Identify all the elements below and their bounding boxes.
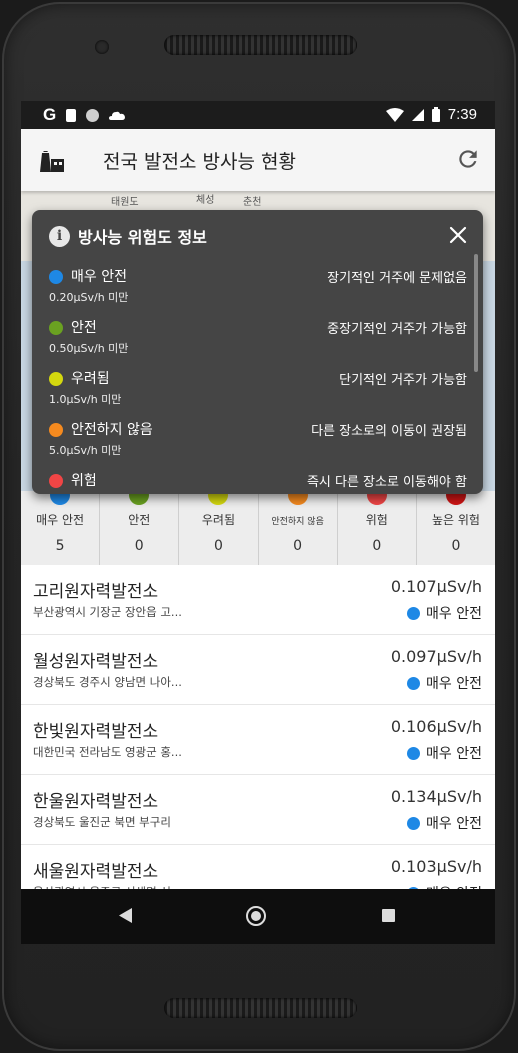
radiation-value: 0.097μSv/h <box>390 647 482 666</box>
plant-list-item[interactable]: 월성원자력발전소 경상북도 경주시 양남면 나아... 0.097μSv/h 매… <box>21 635 495 705</box>
plant-list-item[interactable]: 고리원자력발전소 부산광역시 기장군 장안읍 고... 0.107μSv/h 매… <box>21 565 495 635</box>
risk-info-dialog: i 방사능 위험도 정보 매우 안전 0.20μSv/h 미만 장기적인 거주에… <box>32 210 483 494</box>
plant-address: 부산광역시 기장군 장안읍 고... <box>33 605 182 619</box>
level-count: 0 <box>293 538 303 554</box>
level-name: 안전하지 않음 <box>271 517 324 527</box>
level-count: 0 <box>451 538 461 554</box>
plant-list-item[interactable]: 한울원자력발전소 경상북도 울진군 북면 부구리 0.134μSv/h 매우 안… <box>21 775 495 845</box>
risk-level-name: 매우 안전 <box>71 269 127 285</box>
risk-level-limit: 0.50μSv/h 미만 <box>49 342 129 355</box>
map-label: 춘천 <box>243 197 262 208</box>
notification-dot-icon <box>86 108 100 122</box>
plant-name: 한빛원자력발전소 <box>33 722 159 742</box>
risk-level-description: 단기적인 거주가 가능함 <box>339 373 467 388</box>
risk-color-dot <box>49 423 63 437</box>
status-bar: G 7:39 <box>21 101 495 129</box>
map-label: 태원도 <box>111 197 139 208</box>
risk-level-name: 우려됨 <box>71 371 110 387</box>
status-dot-icon <box>407 816 421 830</box>
front-camera <box>95 40 109 54</box>
level-name: 위험 <box>365 513 388 527</box>
bottom-speaker <box>164 998 357 1018</box>
risk-level-limit: 1.0μSv/h 미만 <box>49 393 122 406</box>
info-icon: i <box>49 225 70 247</box>
google-icon: G <box>43 105 57 124</box>
level-count: 0 <box>213 538 223 554</box>
refresh-icon[interactable] <box>455 146 481 172</box>
risk-level-item: 안전하지 않음 5.0μSv/h 미만 다른 장소로의 이동이 권장됨 <box>49 419 467 470</box>
plant-list: 고리원자력발전소 부산광역시 기장군 장안읍 고... 0.107μSv/h 매… <box>21 565 495 915</box>
clock: 7:39 <box>447 106 477 123</box>
dialog-scrollbar[interactable] <box>474 254 478 372</box>
status-badge: 매우 안전 <box>407 673 482 693</box>
app-bar: 전국 발전소 방사능 현황 <box>21 129 495 191</box>
risk-level-description: 다른 장소로의 이동이 권장됨 <box>311 424 467 439</box>
signal-icon <box>411 108 424 121</box>
radiation-value: 0.103μSv/h <box>390 857 482 876</box>
status-badge: 매우 안전 <box>407 813 482 833</box>
risk-color-dot <box>49 474 63 488</box>
risk-level-limit: 0.20μSv/h 미만 <box>49 291 129 304</box>
risk-level-list: 매우 안전 0.20μSv/h 미만 장기적인 거주에 문제없음 안전 0.50… <box>49 266 467 494</box>
level-count: 0 <box>372 538 382 554</box>
level-name: 안전 <box>128 513 151 527</box>
risk-level-name: 안전 <box>71 320 97 336</box>
plant-list-item[interactable]: 한빛원자력발전소 대한민국 전라남도 영광군 홍... 0.106μSv/h 매… <box>21 705 495 775</box>
status-badge: 매우 안전 <box>407 603 482 623</box>
status-label: 매우 안전 <box>426 606 482 622</box>
risk-level-description: 장기적인 거주에 문제없음 <box>327 271 467 286</box>
dialog-title: 방사능 위험도 정보 <box>78 228 207 247</box>
level-name: 우려됨 <box>201 513 235 527</box>
plant-address: 경상북도 경주시 양남면 나아... <box>33 675 182 689</box>
home-icon[interactable] <box>246 906 266 926</box>
map-label: 체성 <box>196 195 215 206</box>
power-plant-icon <box>40 151 64 172</box>
risk-level-item: 우려됨 1.0μSv/h 미만 단기적인 거주가 가능함 <box>49 368 467 419</box>
level-count: 5 <box>55 538 65 554</box>
plant-address: 대한민국 전라남도 영광군 홍... <box>33 745 182 759</box>
status-label: 매우 안전 <box>426 816 482 832</box>
device-screen: G 7:39 전국 발전소 방사능 현황 태원도 체성 춘천 <box>21 101 495 944</box>
battery-icon <box>431 107 440 122</box>
radiation-value: 0.134μSv/h <box>390 787 482 806</box>
status-badge: 매우 안전 <box>407 743 482 763</box>
page-title: 전국 발전소 방사능 현황 <box>103 151 296 173</box>
risk-level-item: 매우 안전 0.20μSv/h 미만 장기적인 거주에 문제없음 <box>49 266 467 317</box>
plant-address: 경상북도 울진군 북면 부구리 <box>33 815 171 829</box>
risk-level-item: 위험 즉시 다른 장소로 이동해야 함 <box>49 470 467 494</box>
plant-name: 고리원자력발전소 <box>33 582 159 602</box>
status-dot-icon <box>407 676 421 690</box>
cloud-icon <box>109 111 126 120</box>
sim-icon <box>66 108 77 122</box>
risk-level-name: 위험 <box>71 473 97 489</box>
risk-color-dot <box>49 372 63 386</box>
top-speaker <box>164 35 357 55</box>
risk-level-description: 즉시 다른 장소로 이동해야 함 <box>306 475 467 490</box>
level-name: 매우 안전 <box>36 513 85 527</box>
radiation-value: 0.107μSv/h <box>390 577 482 596</box>
risk-level-limit: 5.0μSv/h 미만 <box>49 444 122 457</box>
back-icon[interactable] <box>119 908 133 923</box>
risk-level-item: 안전 0.50μSv/h 미만 중장기적인 거주가 가능함 <box>49 317 467 368</box>
plant-name: 한울원자력발전소 <box>33 792 159 812</box>
risk-level-name: 안전하지 않음 <box>71 422 153 438</box>
plant-name: 새울원자력발전소 <box>33 862 159 882</box>
radiation-value: 0.106μSv/h <box>390 717 482 736</box>
status-label: 매우 안전 <box>426 746 482 762</box>
status-dot-icon <box>407 606 421 620</box>
level-count: 0 <box>134 538 144 554</box>
wifi-icon <box>385 107 404 122</box>
level-name: 높은 위험 <box>431 513 480 527</box>
system-nav-bar <box>21 889 495 944</box>
plant-name: 월성원자력발전소 <box>33 652 159 672</box>
status-dot-icon <box>407 746 421 760</box>
risk-color-dot <box>49 270 63 284</box>
status-label: 매우 안전 <box>426 676 482 692</box>
risk-level-description: 중장기적인 거주가 가능함 <box>327 322 467 337</box>
close-icon[interactable] <box>447 224 469 246</box>
recent-apps-icon[interactable] <box>382 909 395 922</box>
risk-color-dot <box>49 321 63 335</box>
